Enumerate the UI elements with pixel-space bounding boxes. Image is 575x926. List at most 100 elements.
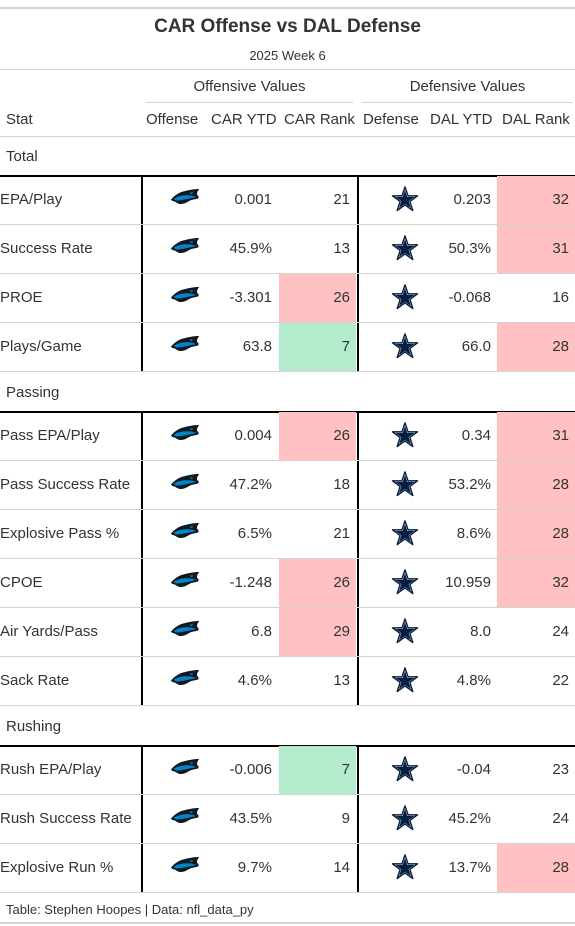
cowboys-star-icon [391, 186, 419, 214]
car-rank-value: 21 [333, 191, 350, 208]
car-rank-value: 9 [341, 810, 350, 827]
col-header-offense: Offense [146, 111, 199, 128]
dal-ytd-value: 8.6% [456, 525, 491, 542]
top-rule [0, 7, 575, 9]
defense-logo-cell [359, 323, 435, 371]
table-row: Pass EPA/Play 0.004 26 0.34 31 [0, 412, 575, 461]
cowboys-star-icon [391, 333, 419, 361]
cowboys-star-icon [391, 284, 419, 312]
dal-rank-value: 28 [497, 510, 575, 558]
panthers-logo-icon [170, 669, 200, 687]
dal-rank-value: 28 [497, 461, 575, 509]
car-ytd-value: 0.004 [234, 427, 272, 444]
group-label-rushing: Rushing [6, 718, 62, 735]
offense-logo-cell [143, 176, 216, 224]
row-divider [0, 322, 575, 323]
defense-logo-cell [359, 844, 435, 892]
table-row: Explosive Run % 9.7% 14 13.7% 28 [0, 844, 575, 893]
offense-logo-cell [143, 510, 216, 558]
stat-label: Explosive Run % [0, 859, 114, 876]
defense-column-border [357, 745, 359, 892]
offense-logo-cell [143, 323, 216, 371]
col-header-stat: Stat [6, 111, 33, 128]
column-header-rule [0, 136, 575, 137]
car-rank-value: 13 [333, 672, 350, 689]
stat-label: Sack Rate [0, 672, 70, 689]
defense-logo-cell [359, 657, 435, 705]
stat-label: PROE [0, 289, 43, 306]
dal-rank-value: 23 [552, 761, 569, 778]
dal-ytd-value: 10.959 [445, 574, 491, 591]
dal-rank-value: 31 [497, 225, 575, 273]
panthers-logo-icon [170, 807, 200, 825]
dal-ytd-value: -0.068 [448, 289, 491, 306]
panthers-logo-icon [170, 856, 200, 874]
defense-logo-cell [359, 559, 435, 607]
car-ytd-value: -1.248 [229, 574, 272, 591]
defense-logo-cell [359, 746, 435, 794]
col-header-dal-rank: DAL Rank [502, 111, 570, 128]
table-row: Success Rate 45.9% 13 50.3% 31 [0, 225, 575, 274]
car-rank-value: 14 [333, 859, 350, 876]
row-divider [0, 607, 575, 608]
row-divider [0, 794, 575, 795]
dal-rank-value: 24 [552, 810, 569, 827]
cowboys-star-icon [391, 618, 419, 646]
stat-label: Success Rate [0, 240, 93, 257]
cowboys-star-icon [391, 422, 419, 450]
row-divider [0, 705, 575, 706]
table-subtitle: 2025 Week 6 [249, 48, 326, 63]
offense-logo-cell [143, 559, 216, 607]
group-top-rule [0, 175, 575, 177]
panthers-logo-icon [170, 473, 200, 491]
panthers-logo-icon [170, 286, 200, 304]
spanner-offense: Offensive Values [193, 78, 306, 95]
row-divider [0, 371, 575, 372]
cowboys-star-icon [391, 235, 419, 263]
table-row: Pass Success Rate 47.2% 18 53.2% 28 [0, 461, 575, 510]
offense-logo-cell [143, 795, 216, 843]
car-rank-value: 26 [279, 274, 356, 322]
car-rank-value: 26 [279, 559, 356, 607]
car-ytd-value: 9.7% [237, 859, 272, 876]
cowboys-star-icon [391, 471, 419, 499]
offense-logo-cell [143, 608, 216, 656]
defense-logo-cell [359, 412, 435, 460]
row-divider [0, 273, 575, 274]
offense-logo-cell [143, 844, 216, 892]
spanner-defense-rule [362, 102, 573, 103]
cowboys-star-icon [391, 854, 419, 882]
cowboys-star-icon [391, 520, 419, 548]
row-divider [0, 843, 575, 844]
offense-logo-cell [143, 225, 216, 273]
car-rank-value: 13 [333, 240, 350, 257]
dal-rank-value: 32 [497, 176, 575, 224]
car-rank-value: 26 [279, 412, 356, 460]
cowboys-star-icon [391, 569, 419, 597]
table-source-note: Table: Stephen Hoopes | Data: nfl_data_p… [6, 902, 254, 917]
spanner-defense: Defensive Values [409, 78, 526, 95]
row-divider [0, 656, 575, 657]
dal-ytd-value: 8.0 [470, 623, 491, 640]
dal-ytd-value: 13.7% [448, 859, 491, 876]
dal-ytd-value: -0.04 [456, 761, 491, 778]
stat-label: Pass EPA/Play [0, 427, 100, 444]
car-ytd-value: 43.5% [229, 810, 272, 827]
col-header-defense: Defense [363, 111, 419, 128]
col-header-car-ytd: CAR YTD [211, 111, 277, 128]
car-rank-value: 7 [279, 323, 356, 371]
col-header-dal-ytd: DAL YTD [430, 111, 493, 128]
table-row: Sack Rate 4.6% 13 4.8% 22 [0, 657, 575, 706]
cowboys-star-icon [391, 805, 419, 833]
dal-ytd-value: 0.34 [461, 427, 491, 444]
stat-label: Pass Success Rate [0, 476, 131, 493]
dal-rank-value: 31 [497, 412, 575, 460]
table-row: CPOE -1.248 26 10.959 32 [0, 559, 575, 608]
header-rule [0, 69, 575, 70]
bottom-rule [0, 922, 575, 924]
defense-logo-cell [359, 461, 435, 509]
cowboys-star-icon [391, 756, 419, 784]
panthers-logo-icon [170, 335, 200, 353]
stat-label: Explosive Pass % [0, 525, 120, 542]
